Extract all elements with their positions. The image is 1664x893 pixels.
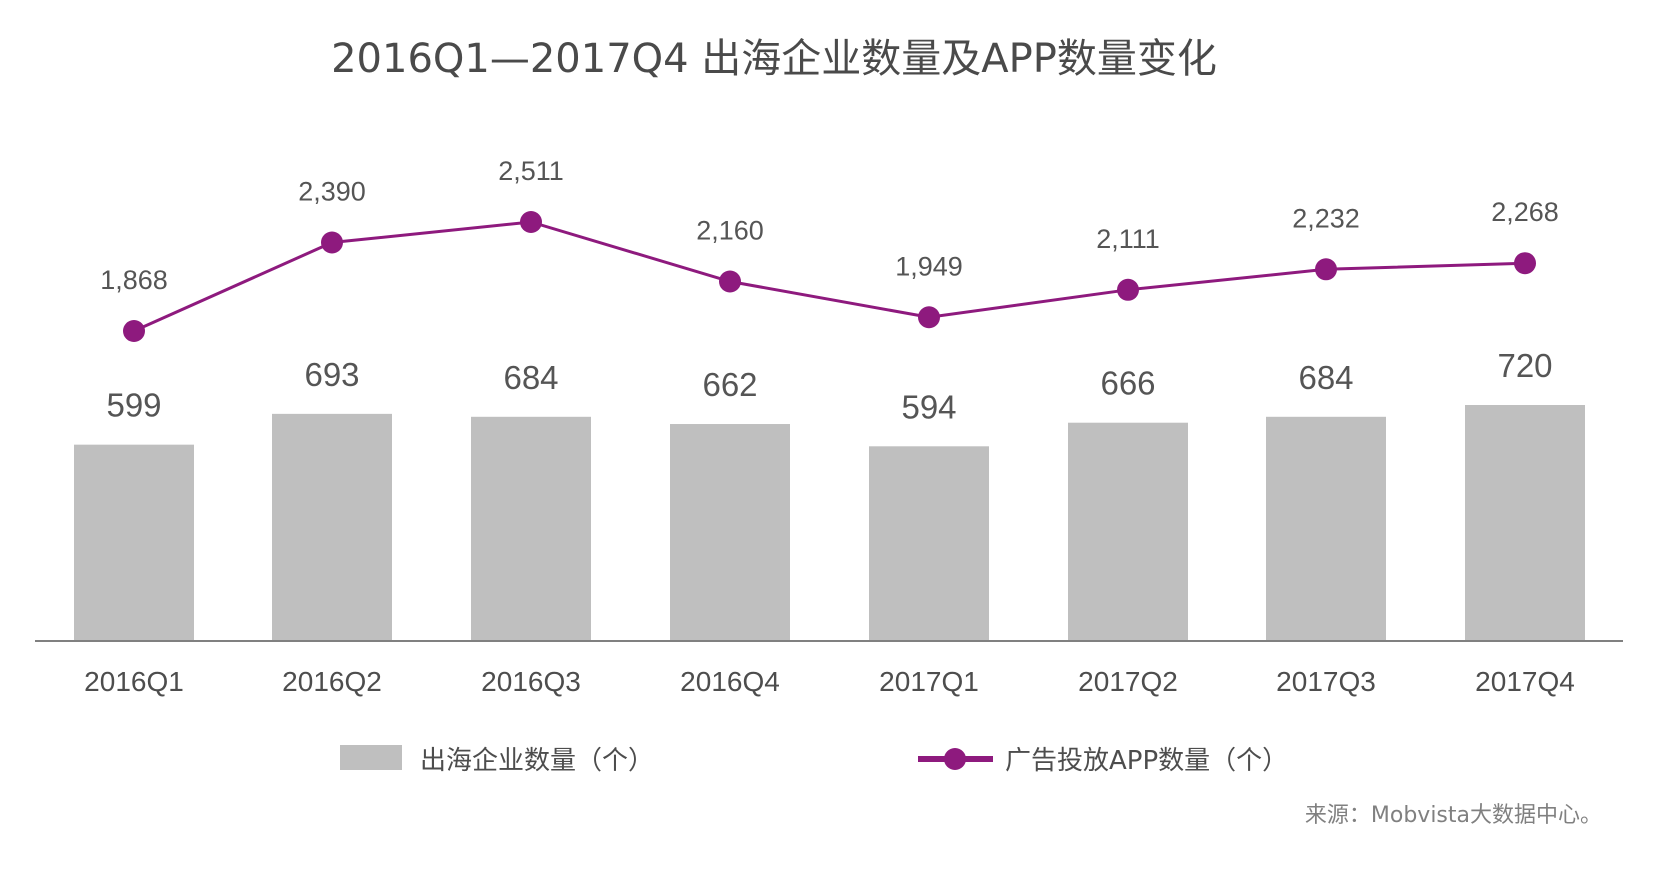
legend-line-label: 广告投放APP数量（个） bbox=[1005, 746, 1288, 776]
x-tick-label: 2016Q4 bbox=[680, 666, 780, 697]
legend-bar-label: 出海企业数量（个） bbox=[420, 746, 654, 776]
bar-2017Q3 bbox=[1266, 416, 1386, 641]
line-series-path bbox=[133, 220, 1526, 333]
line-point-2016Q3 bbox=[520, 211, 542, 233]
line-point-2017Q2 bbox=[1117, 278, 1139, 301]
legend-line-marker bbox=[944, 748, 966, 770]
bar-2017Q1 bbox=[869, 446, 989, 641]
x-tick-label: 2017Q4 bbox=[1475, 666, 1575, 697]
line-point-2017Q3 bbox=[1315, 258, 1337, 281]
x-tick-label: 2017Q1 bbox=[879, 666, 979, 697]
bars-layer bbox=[74, 405, 1585, 641]
bar-value-label: 693 bbox=[304, 356, 359, 393]
line-value-label: 2,232 bbox=[1292, 203, 1360, 233]
bar-2017Q2 bbox=[1068, 422, 1188, 641]
bar-value-label: 662 bbox=[702, 366, 757, 403]
line-layer bbox=[123, 211, 1536, 342]
bar-value-label: 684 bbox=[503, 359, 558, 396]
line-value-label: 2,160 bbox=[696, 216, 764, 246]
x-tick-label: 2016Q2 bbox=[282, 666, 382, 697]
bar-value-label: 684 bbox=[1298, 359, 1353, 396]
line-value-label: 2,390 bbox=[298, 177, 366, 207]
bar-value-label: 720 bbox=[1497, 347, 1552, 384]
line-point-2016Q1 bbox=[123, 320, 145, 342]
bar-value-label: 599 bbox=[106, 387, 161, 424]
line-point-2016Q4 bbox=[719, 270, 741, 293]
bar-value-label: 594 bbox=[901, 388, 956, 425]
source-note: 来源：Mobvista大数据中心。 bbox=[1305, 803, 1602, 828]
line-point-2016Q2 bbox=[321, 231, 343, 254]
x-tick-label: 2016Q1 bbox=[84, 666, 184, 697]
bar-value-label: 666 bbox=[1100, 365, 1155, 402]
line-value-label: 2,511 bbox=[498, 156, 564, 186]
bar-2016Q3 bbox=[471, 416, 591, 641]
line-value-label: 2,111 bbox=[1096, 224, 1160, 254]
bar-2016Q2 bbox=[272, 413, 392, 641]
line-value-label: 1,949 bbox=[895, 251, 963, 281]
line-point-2017Q1 bbox=[918, 306, 940, 329]
bar-2017Q4 bbox=[1465, 405, 1585, 641]
legend-bar-swatch bbox=[340, 745, 402, 770]
line-point-2017Q4 bbox=[1514, 252, 1536, 275]
line-value-label: 2,268 bbox=[1491, 197, 1559, 227]
x-tick-label: 2016Q3 bbox=[481, 666, 581, 697]
line-value-label: 1,868 bbox=[100, 265, 168, 295]
bar-2016Q4 bbox=[670, 424, 790, 641]
legend: 出海企业数量（个） 广告投放APP数量（个） bbox=[340, 745, 1288, 776]
x-tick-label: 2017Q2 bbox=[1078, 666, 1178, 697]
chart-title: 2016Q1—2017Q4 出海企业数量及APP数量变化 bbox=[331, 36, 1217, 82]
labels-layer: 599 693 684 662 594 666 684 720 1,868 2,390 2,511 2… bbox=[100, 156, 1559, 425]
bar-2016Q1 bbox=[74, 444, 194, 641]
x-tick-label: 2017Q3 bbox=[1276, 666, 1376, 697]
x-tick-labels: 2016Q1 2016Q2 2016Q3 2016Q4 2017Q1 2017Q2 2017… bbox=[84, 666, 1575, 697]
